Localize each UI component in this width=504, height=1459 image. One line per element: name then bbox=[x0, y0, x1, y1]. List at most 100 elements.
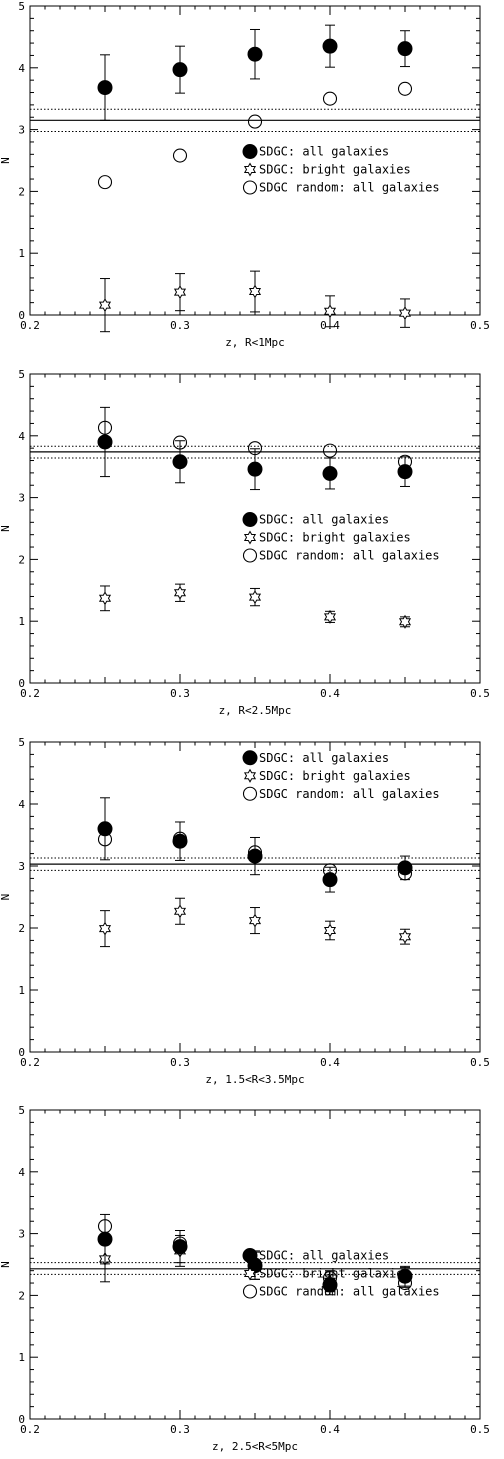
legend-marker bbox=[242, 750, 258, 766]
legend-entry: SDGC random: all galaxies bbox=[259, 1285, 440, 1299]
x-tick-label: 0.2 bbox=[20, 1056, 40, 1069]
legend-entry: SDGC: bright galaxies bbox=[259, 163, 411, 177]
y-axis-label: N bbox=[0, 525, 12, 532]
x-tick-label: 0.5 bbox=[470, 687, 490, 700]
y-tick-label: 0 bbox=[18, 1046, 25, 1059]
y-tick-label: 4 bbox=[18, 430, 25, 443]
y-tick-label: 5 bbox=[18, 736, 25, 749]
x-axis-label: z, 2.5<R<5Mpc bbox=[212, 1440, 298, 1453]
x-axis-label: z, R<2.5Mpc bbox=[219, 704, 292, 717]
data-point-open-circle bbox=[172, 148, 188, 163]
y-tick-label: 5 bbox=[18, 0, 25, 13]
y-tick-label: 2 bbox=[18, 922, 25, 935]
y-tick-label: 1 bbox=[18, 984, 25, 997]
data-point-star bbox=[323, 304, 337, 319]
data-point-filled-circle bbox=[247, 848, 263, 864]
x-tick-label: 0.5 bbox=[470, 319, 490, 332]
legend-entry: SDGC random: all galaxies bbox=[259, 181, 440, 195]
x-tick-label: 0.4 bbox=[320, 1423, 340, 1436]
data-point-open-circle bbox=[247, 114, 263, 129]
legend-entry: SDGC random: all galaxies bbox=[259, 549, 440, 563]
data-point-filled-circle bbox=[97, 821, 113, 837]
y-tick-label: 0 bbox=[18, 309, 25, 322]
x-tick-label: 0.3 bbox=[170, 687, 190, 700]
y-tick-label: 3 bbox=[18, 1228, 25, 1241]
y-tick-label: 4 bbox=[18, 1166, 25, 1179]
y-tick-label: 0 bbox=[18, 1413, 25, 1426]
x-tick-label: 0.4 bbox=[320, 687, 340, 700]
legend-marker bbox=[242, 1248, 258, 1264]
legend-entry: SDGC: all galaxies bbox=[259, 513, 389, 527]
x-tick-label: 0.2 bbox=[20, 1423, 40, 1436]
legend-marker bbox=[243, 1266, 257, 1281]
data-point-filled-circle bbox=[397, 1268, 413, 1284]
legend-marker bbox=[242, 180, 258, 195]
legend-marker bbox=[242, 786, 258, 801]
data-point-filled-circle bbox=[97, 80, 113, 96]
data-point-filled-circle bbox=[397, 860, 413, 876]
legend-marker bbox=[242, 512, 258, 528]
x-tick-label: 0.2 bbox=[20, 319, 40, 332]
data-point-filled-circle bbox=[397, 41, 413, 57]
y-tick-label: 2 bbox=[18, 1289, 25, 1302]
legend-entry: SDGC: all galaxies bbox=[259, 145, 389, 159]
y-tick-label: 2 bbox=[18, 553, 25, 566]
legend-entry: SDGC: bright galaxies bbox=[259, 769, 411, 783]
x-tick-label: 0.3 bbox=[170, 1423, 190, 1436]
data-point-filled-circle bbox=[172, 1239, 188, 1255]
legend-entry: SDGC: bright galaxies bbox=[259, 531, 411, 545]
data-point-star bbox=[173, 285, 187, 300]
y-tick-label: 4 bbox=[18, 798, 25, 811]
legend: SDGC: all galaxies SDGC: bright galaxies S… bbox=[242, 512, 440, 563]
legend-entry: SDGC random: all galaxies bbox=[259, 787, 440, 801]
x-axis-label: z, R<1Mpc bbox=[225, 336, 285, 349]
data-point-star bbox=[173, 585, 187, 600]
x-tick-label: 0.5 bbox=[470, 1423, 490, 1436]
data-point-filled-circle bbox=[97, 434, 113, 450]
x-tick-label: 0.3 bbox=[170, 1056, 190, 1069]
data-point-open-circle bbox=[97, 175, 113, 190]
legend-marker bbox=[242, 144, 258, 160]
data-point-open-circle bbox=[322, 91, 338, 106]
data-point-filled-circle bbox=[97, 1231, 113, 1247]
legend-marker bbox=[243, 530, 257, 545]
data-point-filled-circle bbox=[172, 454, 188, 470]
x-tick-label: 0.2 bbox=[20, 687, 40, 700]
y-tick-label: 3 bbox=[18, 124, 25, 137]
y-tick-label: 0 bbox=[18, 677, 25, 690]
y-tick-label: 5 bbox=[18, 368, 25, 381]
y-tick-label: 2 bbox=[18, 185, 25, 198]
y-tick-label: 5 bbox=[18, 1104, 25, 1117]
x-tick-label: 0.3 bbox=[170, 319, 190, 332]
y-tick-label: 1 bbox=[18, 615, 25, 628]
data-point-filled-circle bbox=[322, 872, 338, 888]
chart-panel-4: 0 1 2 3 4 5 0.2 0.3 0.4 0.5 z, 2.5<R<5Mpc N SDGC: al… bbox=[0, 1104, 490, 1453]
data-point-star bbox=[248, 913, 262, 928]
data-point-filled-circle bbox=[172, 62, 188, 78]
legend-entry: SDGC: all galaxies bbox=[259, 1249, 389, 1263]
data-point-star bbox=[323, 923, 337, 938]
legend-marker bbox=[242, 548, 258, 563]
y-axis-label: N bbox=[0, 894, 12, 901]
data-point-filled-circle bbox=[172, 833, 188, 849]
data-point-filled-circle bbox=[322, 465, 338, 481]
y-tick-label: 1 bbox=[18, 1351, 25, 1364]
plot-frame bbox=[29, 373, 481, 684]
legend: SDGC: all galaxies SDGC: bright galaxies S… bbox=[242, 1248, 440, 1299]
data-point-open-circle bbox=[322, 443, 338, 458]
chart-panel-3: 0 1 2 3 4 5 0.2 0.3 0.4 0.5 z, 1.5<R<3.5Mpc N SDGC: … bbox=[0, 736, 490, 1086]
data-point-star bbox=[98, 921, 112, 936]
data-point-filled-circle bbox=[247, 461, 263, 477]
legend: SDGC: all galaxies SDGC: bright galaxies S… bbox=[242, 750, 440, 801]
data-point-star bbox=[248, 590, 262, 605]
y-tick-label: 3 bbox=[18, 860, 25, 873]
data-point-star bbox=[398, 306, 412, 321]
chart-panel-2: 0 1 2 3 4 5 0.2 0.3 0.4 0.5 z, R<2.5Mpc N SDGC: all … bbox=[0, 368, 490, 717]
y-tick-label: 4 bbox=[18, 62, 25, 75]
data-point-star bbox=[398, 614, 412, 629]
legend: SDGC: all galaxies SDGC: bright galaxies S… bbox=[242, 144, 440, 195]
data-point-filled-circle bbox=[322, 38, 338, 54]
data-point-filled-circle bbox=[247, 46, 263, 62]
